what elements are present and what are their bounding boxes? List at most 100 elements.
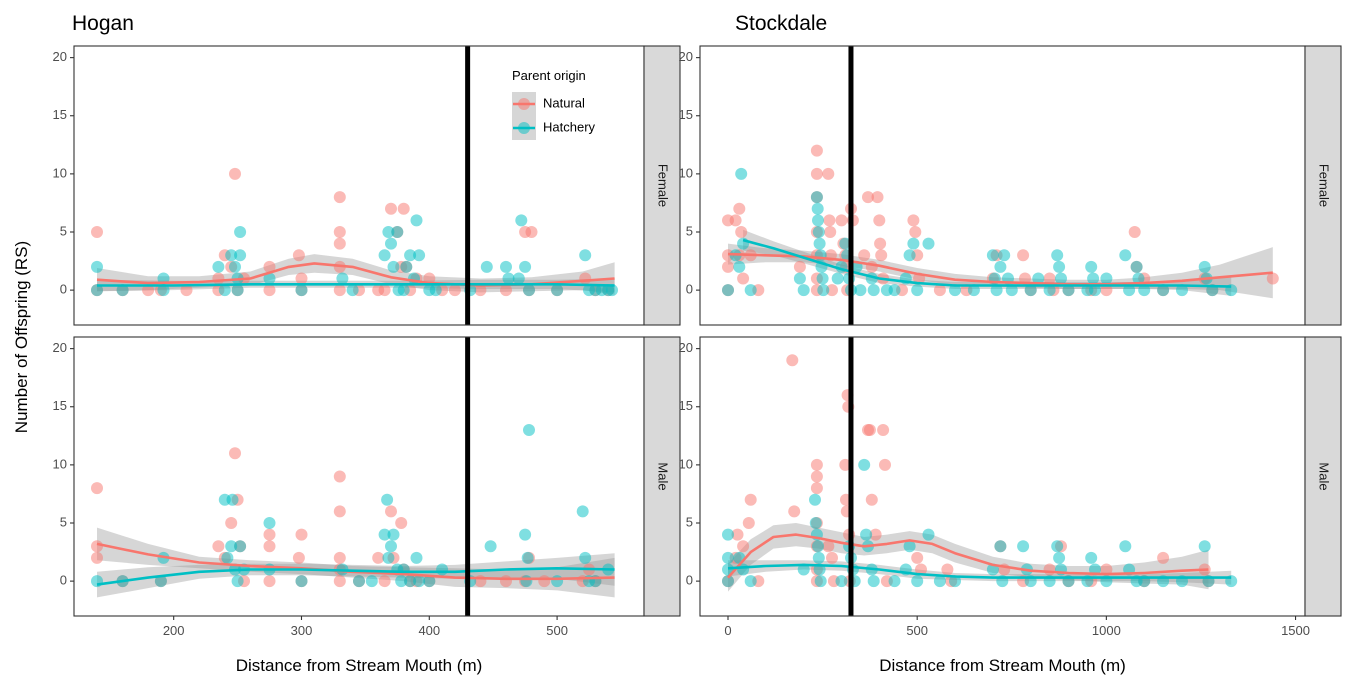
stockdale-female-hatchery-point: [1132, 272, 1145, 285]
hogan-male-natural-point: [229, 447, 241, 460]
stockdale-female-hatchery-point: [949, 284, 961, 297]
hogan-male-y-tick-label: 10: [53, 456, 67, 471]
hogan-male-natural-point: [263, 540, 276, 553]
stockdale-female-hatchery-point: [998, 249, 1011, 262]
hogan-female-natural-point: [333, 191, 346, 204]
stockdale-female-natural-point: [873, 214, 886, 227]
stockdale-female-hatchery-point: [1055, 272, 1067, 285]
hogan-female-natural-point: [263, 260, 276, 273]
stockdale-male-hatchery-point: [1053, 551, 1066, 564]
hogan-male-x-tick-label: 300: [291, 623, 313, 638]
stockdale-female-strip: [1304, 45, 1342, 326]
stockdale-female-hatchery-point: [1062, 284, 1075, 297]
hogan-male-hatchery-point: [234, 540, 247, 553]
hogan-female-hatchery-point: [500, 260, 512, 273]
stockdale-female-natural-point: [1128, 226, 1141, 238]
stockdale-male-hatchery-point: [809, 517, 822, 529]
stockdale-male-hatchery-point: [1017, 540, 1030, 553]
stockdale-male-hatchery-point: [949, 575, 961, 588]
hogan-female-hatchery-point: [579, 249, 592, 262]
stockdale-male-hatchery-point: [722, 528, 734, 541]
stockdale-male-hatchery-point: [911, 575, 924, 588]
hogan-male-hatchery-point: [387, 528, 400, 541]
stockdale-female-hatchery-point: [733, 260, 746, 273]
stockdale-male-strip: [1304, 336, 1342, 617]
stockdale-female-natural-point: [822, 167, 835, 180]
hogan-male-hatchery-point: [154, 575, 167, 588]
hogan-female-hatchery-point: [157, 284, 170, 297]
stockdale-female-hatchery-point: [812, 214, 824, 227]
hogan-female-hatchery-point: [346, 284, 359, 297]
hogan-male-natural-point: [212, 540, 225, 553]
hogan-female-hatchery-point: [378, 249, 391, 262]
stockdale-female-hatchery-point: [810, 191, 823, 204]
stockdale-female-hatchery-point: [831, 272, 844, 285]
hogan-female-hatchery-point: [231, 284, 244, 297]
hogan-male-natural-point: [372, 551, 385, 564]
stockdale-male-hatchery-point: [722, 551, 734, 564]
hogan-female-strip-label: Female: [656, 164, 671, 207]
stockdale-male-hatchery-point: [888, 575, 901, 588]
stockdale-female-hatchery-point: [1085, 260, 1098, 273]
hogan-female-hatchery-point: [400, 260, 413, 273]
hogan-male-natural-point: [91, 540, 103, 553]
stockdale-female-natural-point: [909, 226, 922, 238]
stockdale-female-hatchery-point: [1089, 284, 1101, 297]
hogan-male-natural-point: [263, 575, 276, 588]
hogan-male-hatchery-point: [579, 551, 592, 564]
stockdale-male-hatchery-point: [1051, 540, 1064, 553]
stockdale-female-natural-point: [793, 260, 806, 273]
hogan-female-hatchery-point: [480, 260, 493, 273]
stockdale-female-y-tick-label: 10: [679, 165, 693, 180]
hogan-female-hatchery-point: [385, 237, 397, 250]
stockdale-female-natural-point: [1019, 272, 1031, 285]
hogan-male-natural-point: [500, 575, 512, 588]
stockdale-male-hatchery-point: [812, 540, 824, 553]
hogan-female-hatchery-point: [512, 272, 525, 285]
stockdale-female-natural-point: [871, 191, 884, 204]
stockdale-male-hatchery-point: [722, 575, 734, 588]
hogan-female-hatchery-point: [606, 284, 618, 297]
stockdale-male-natural-point: [941, 563, 954, 576]
stockdale-male-x-tick-label: 500: [906, 623, 928, 638]
stockdale-male-natural-point: [788, 505, 801, 518]
legend-label: Hatchery: [543, 119, 596, 134]
hogan-male-hatchery-confidence-band: [97, 553, 615, 598]
hogan-female-y-tick-label: 15: [53, 107, 67, 122]
hogan-female-plot-area: [91, 46, 618, 325]
hogan-male-hatchery-smooth-line: [96, 567, 615, 586]
hogan-female-hatchery-point: [387, 260, 400, 273]
hogan-female-natural-point: [333, 284, 346, 297]
stockdale-female-y-tick-label: 0: [686, 282, 693, 297]
stockdale-female-natural-point: [1266, 272, 1279, 285]
hogan-x-axis-title: Distance from Stream Mouth (m): [236, 656, 483, 675]
stockdale-male-strip-label: Male: [1317, 462, 1332, 490]
stockdale-female-hatchery-point: [1123, 284, 1136, 297]
stockdale-male-hatchery-point: [744, 575, 757, 588]
stockdale-female-hatchery-point: [888, 284, 901, 297]
stockdale-female-hatchery-point: [1005, 284, 1018, 297]
stockdale-male-x-tick-label: 0: [724, 623, 731, 638]
hogan-female-natural-point: [180, 284, 193, 297]
stockdale-female-hatchery-point: [793, 272, 806, 285]
stockdale-female-natural-point: [733, 202, 746, 215]
hogan-male-natural-point: [91, 551, 103, 564]
stockdale-male-y-tick-label: 5: [686, 514, 693, 529]
hogan-male-hatchery-point: [423, 575, 436, 588]
hogan-female-natural-point: [397, 202, 410, 215]
hogan-female-hatchery-point: [382, 226, 395, 238]
stockdale-female-natural-point: [933, 284, 946, 297]
stockdale-male-natural-point: [863, 424, 876, 436]
hogan-male-hatchery-point: [523, 424, 535, 436]
hogan-male-hatchery-point: [378, 528, 391, 541]
hogan-female-natural-point: [142, 284, 155, 297]
legend-label: Natural: [543, 95, 585, 110]
stockdale-male-natural-point: [731, 528, 744, 541]
stockdale-female-hatchery-point: [1032, 272, 1045, 285]
stockdale-female-y-tick-label: 5: [686, 223, 693, 238]
hogan-male-hatchery-point: [404, 575, 417, 588]
stockdale-female-natural-point: [907, 214, 920, 227]
stockdale-male-natural-point: [869, 528, 882, 541]
hogan-male-hatchery-point: [295, 575, 308, 588]
